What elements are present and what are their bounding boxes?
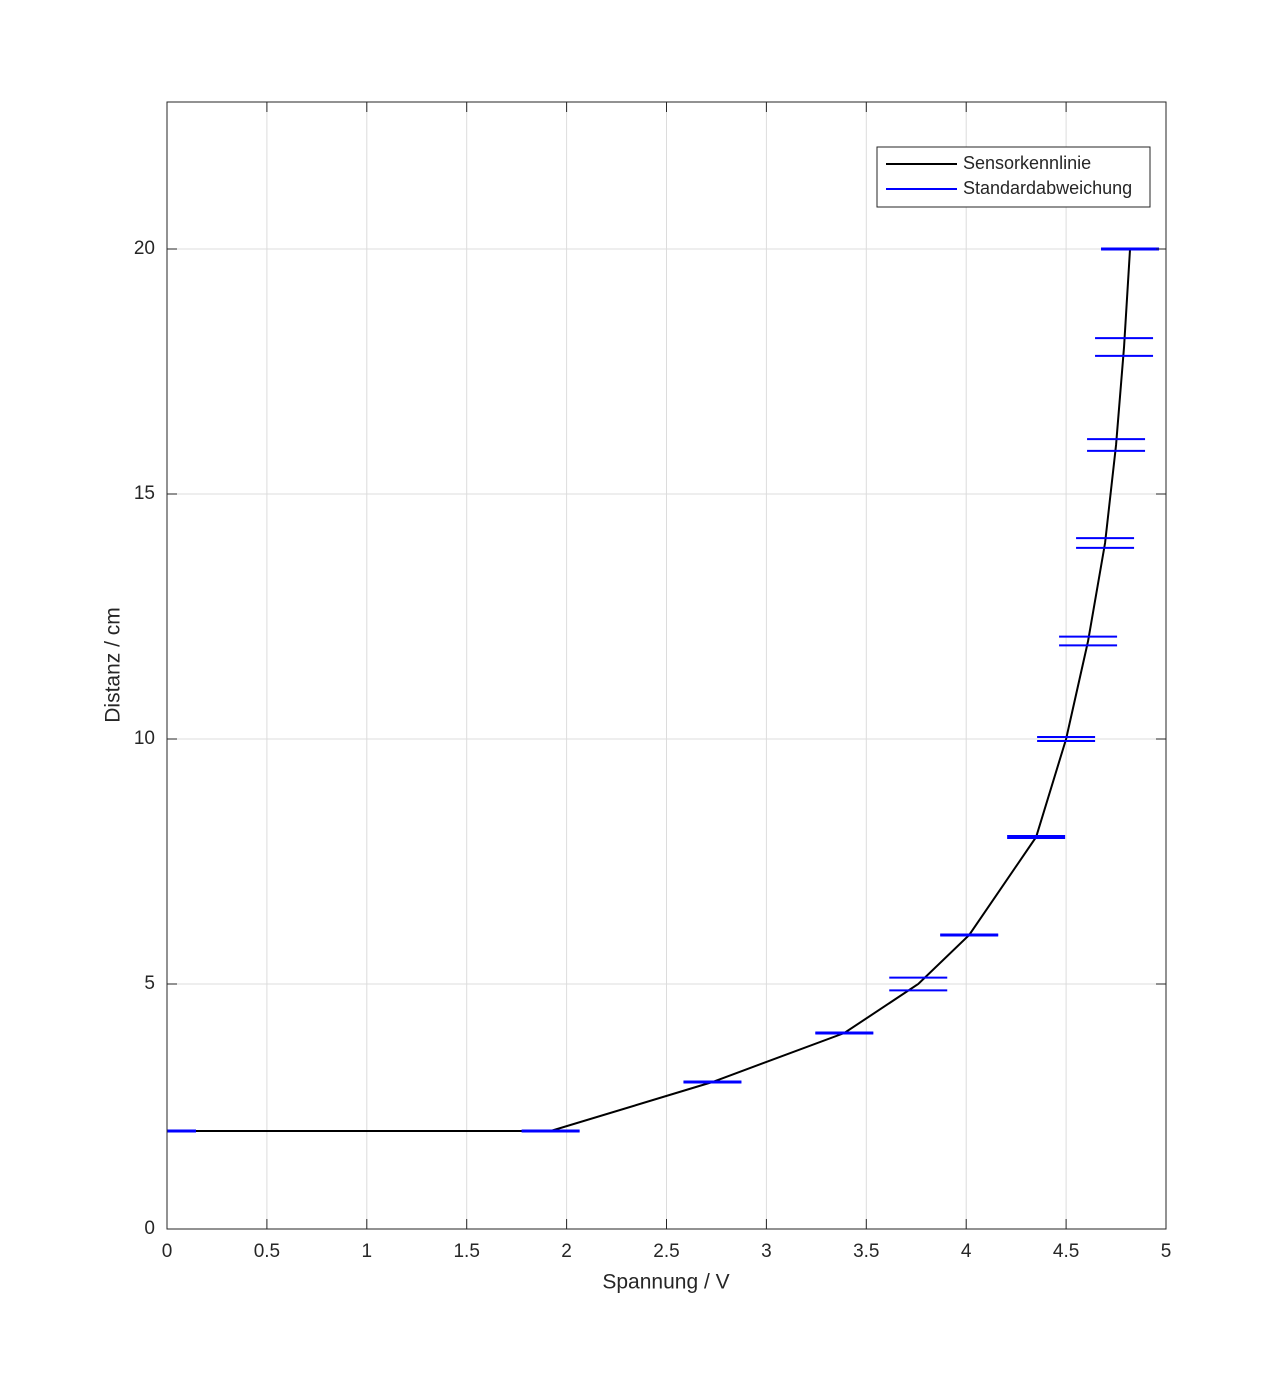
y-tick-label: 10 [134,728,155,749]
y-tick-label: 20 [134,238,155,259]
legend-box [876,146,1151,208]
x-tick-label: 2 [561,1241,572,1262]
y-axis-label: Distanz / cm [102,607,125,723]
x-tick-label: 2.5 [653,1241,679,1262]
x-tick-label: 0.5 [254,1241,280,1262]
x-tick-label: 1 [362,1241,373,1262]
plot-area [167,247,1160,1133]
x-tick-label: 0 [162,1241,173,1262]
x-tick-label: 4 [961,1241,972,1262]
ticks: 0 0.5 1 1.5 2 2.5 3 3.5 4 4.5 5 0 5 10 15 20 [134,102,1171,1262]
x-tick-label: 3.5 [853,1241,879,1262]
x-tick-label: 4.5 [1053,1241,1079,1262]
x-axis-label: Spannung / V [602,1271,729,1294]
x-tick-label: 3 [761,1241,772,1262]
y-tick-label: 15 [134,483,155,504]
y-tick-label: 0 [144,1218,155,1239]
legend: Sensorkennlinie Standardabweichung [876,146,1151,208]
x-tick-label: 5 [1161,1241,1172,1262]
x-tick-label: 1.5 [453,1241,479,1262]
legend-label: Sensorkennlinie [963,153,1091,173]
y-tick-label: 5 [144,973,155,994]
legend-label: Standardabweichung [963,178,1132,198]
